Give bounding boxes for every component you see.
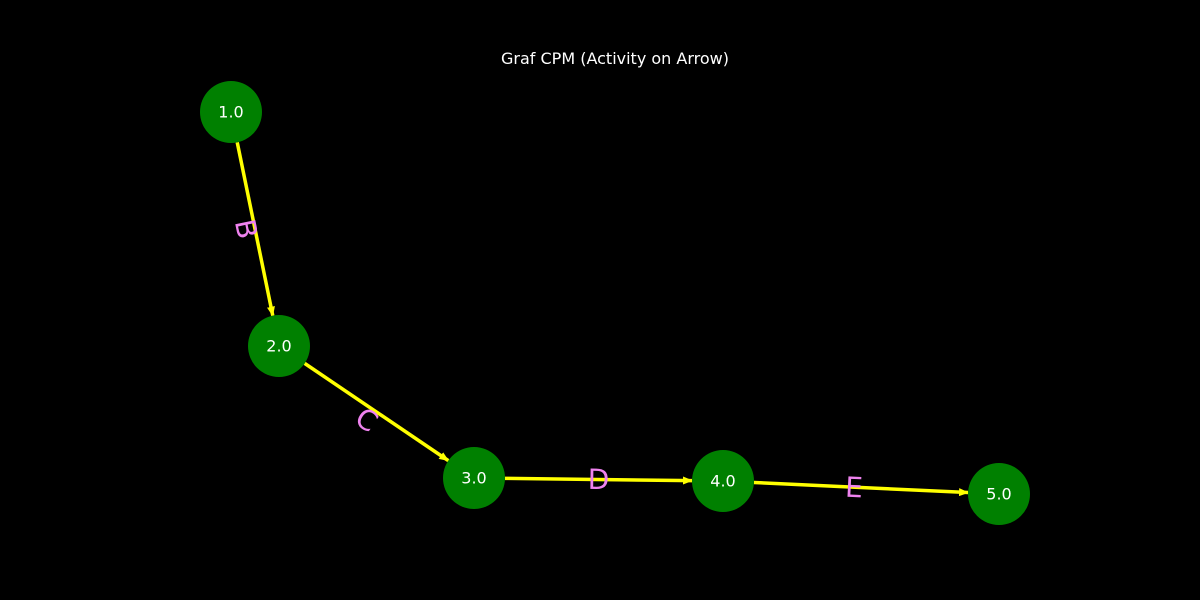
graph-title: Graf CPM (Activity on Arrow) bbox=[501, 49, 729, 68]
edge-e-arrow bbox=[753, 480, 970, 497]
nodes-layer: 1.0 2.0 3.0 4.0 5.0 bbox=[200, 81, 1030, 525]
node-5: 5.0 bbox=[968, 463, 1030, 525]
edges-layer bbox=[235, 142, 970, 497]
edge-label-b: B bbox=[228, 216, 264, 241]
node-label: 2.0 bbox=[266, 337, 291, 356]
node-label: 5.0 bbox=[986, 485, 1011, 504]
node-label: 3.0 bbox=[461, 469, 486, 488]
edge-label-d: D bbox=[588, 463, 610, 496]
node-4: 4.0 bbox=[692, 450, 754, 512]
node-label: 4.0 bbox=[710, 472, 735, 491]
edge-labels-layer: B C D E bbox=[228, 216, 864, 504]
node-circle bbox=[443, 447, 505, 509]
node-circle bbox=[200, 81, 262, 143]
node-2: 2.0 bbox=[248, 315, 310, 377]
edge-c-arrow bbox=[303, 361, 450, 463]
node-circle bbox=[248, 315, 310, 377]
node-circle bbox=[968, 463, 1030, 525]
edge-d-arrow bbox=[504, 476, 694, 485]
edge-label-c: C bbox=[349, 401, 384, 439]
node-1: 1.0 bbox=[200, 81, 262, 143]
edge-label-e: E bbox=[844, 471, 863, 505]
node-circle bbox=[692, 450, 754, 512]
node-label: 1.0 bbox=[218, 103, 243, 122]
node-3: 3.0 bbox=[443, 447, 505, 509]
edge-b-arrow bbox=[235, 142, 275, 317]
